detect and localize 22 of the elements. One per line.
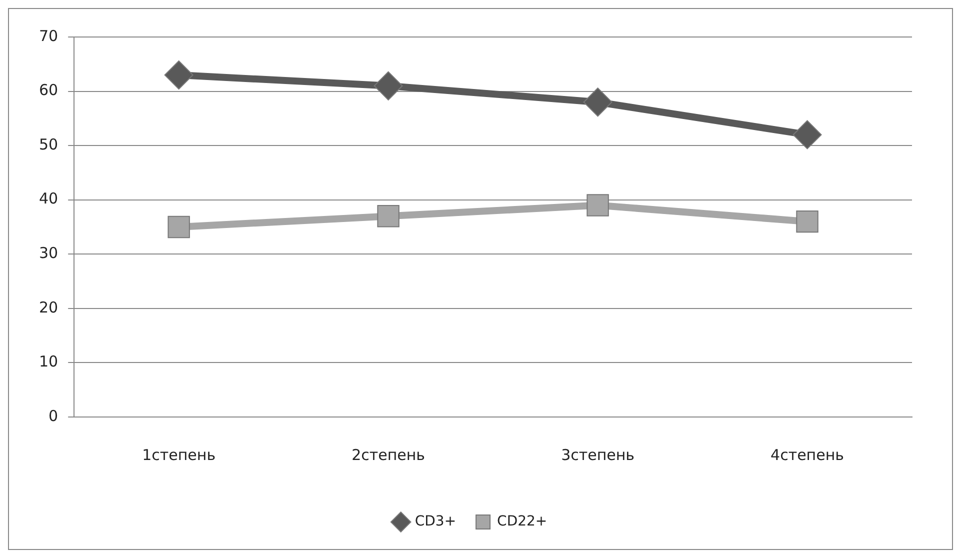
point	[583, 88, 612, 117]
y-tick-label: 10	[38, 352, 58, 371]
y-tick-label: 60	[38, 81, 58, 100]
point	[374, 71, 403, 100]
point	[164, 60, 194, 90]
x-tick-label: 2степень	[352, 446, 426, 464]
y-tick-label: 70	[38, 26, 58, 45]
y-tick-label: 40	[38, 190, 58, 208]
x-tick-label: 3степень	[561, 446, 635, 464]
legend-label: CD22+	[497, 514, 548, 530]
legend-label: CD3+	[414, 514, 456, 530]
x-tick-label: 4степень	[770, 446, 844, 464]
point	[586, 194, 609, 216]
point	[796, 210, 818, 233]
point	[168, 216, 190, 238]
y-tick-label: 20	[38, 298, 58, 316]
point	[792, 120, 822, 150]
point	[377, 205, 400, 228]
y-tick-label: 50	[38, 135, 58, 154]
y-tick-label: 30	[38, 244, 58, 262]
x-tick-label: 1степень	[142, 446, 216, 464]
y-tick-label: 0	[48, 406, 58, 425]
